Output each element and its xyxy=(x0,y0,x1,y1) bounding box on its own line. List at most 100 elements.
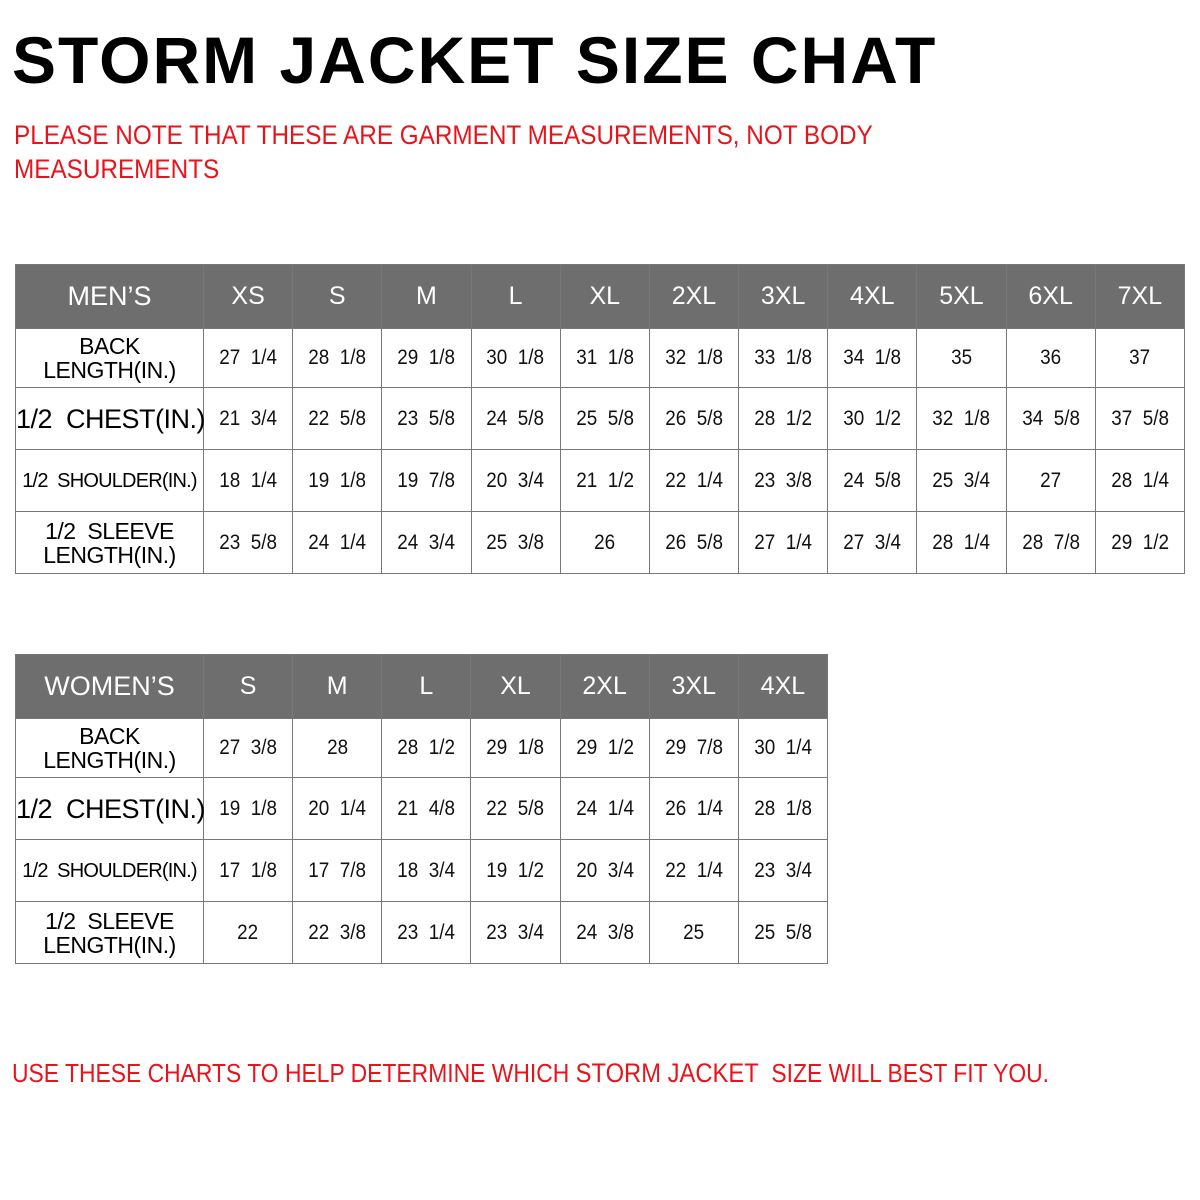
measurement-value: 20 1/4 xyxy=(308,796,367,820)
measurement-value: 28 1/8 xyxy=(754,796,812,820)
measurement-value: 26 1/4 xyxy=(664,796,723,820)
measurement-cell: 29 1/2 xyxy=(559,718,650,778)
measurement-cell: 24 1/4 xyxy=(292,511,383,574)
measurement-value: 23 3/4 xyxy=(486,920,545,944)
measurement-cell: 19 1/8 xyxy=(202,777,294,840)
measurement-label: 1/2 SHOULDER(IN.) xyxy=(15,839,204,902)
table-row: 1/2 SLEEVE LENGTH(IN.) 23 5/8 24 1/4 24 3/4 2… xyxy=(15,511,1186,574)
size-header: L xyxy=(381,654,472,719)
table-row: 1/2 CHEST(IN.) 21 3/4 22 5/8 23 5/8 24 5/8 25… xyxy=(15,387,1186,450)
measurement-label: 1/2 SHOULDER(IN.) xyxy=(15,449,204,512)
measurement-cell: 33 1/8 xyxy=(738,328,829,388)
table-row: 1/2 SLEEVE LENGTH(IN.) 22 22 3/8 23 1/4 23 3/… xyxy=(15,901,829,964)
measurement-value: 25 xyxy=(683,920,705,944)
measurement-value: 22 1/4 xyxy=(665,468,723,492)
measurement-value: 24 3/8 xyxy=(575,920,634,944)
measurement-value: 24 1/4 xyxy=(308,530,367,554)
measurement-value: 24 5/8 xyxy=(486,406,545,430)
measurement-value: 29 7/8 xyxy=(664,736,723,759)
measurement-value: 24 5/8 xyxy=(843,468,902,492)
size-header: 2XL xyxy=(559,654,650,719)
size-header: M xyxy=(292,654,383,719)
measurement-value: 23 1/4 xyxy=(397,920,456,944)
measurement-cell: 23 3/4 xyxy=(737,839,829,902)
measurement-cell: 26 5/8 xyxy=(648,511,740,574)
measurement-cell: 34 5/8 xyxy=(1005,387,1096,450)
size-header: 2XL xyxy=(648,264,740,329)
measurement-cell: 17 7/8 xyxy=(292,839,383,902)
measurement-value: 20 3/4 xyxy=(575,858,634,882)
measurement-value: 32 1/8 xyxy=(665,346,723,369)
label-line: LENGTH(IN.) xyxy=(43,357,176,383)
measurement-value: 25 3/4 xyxy=(932,468,991,492)
size-header: 4XL xyxy=(737,654,829,719)
size-header: XL xyxy=(559,264,650,329)
measurement-cell: 31 1/8 xyxy=(559,328,650,388)
size-header: S xyxy=(202,654,294,719)
measurement-value: 25 5/8 xyxy=(575,406,634,430)
measurement-value: 31 1/8 xyxy=(575,346,634,369)
label-line: 1/2 SLEEVE xyxy=(45,907,174,934)
size-header: 7XL xyxy=(1094,264,1186,329)
measurement-value: 19 1/2 xyxy=(486,858,545,882)
table-label-header: MEN’S xyxy=(15,264,204,329)
measurement-cell: 21 1/2 xyxy=(559,449,650,512)
mens-size-table: MEN’S XS S M L XL 2XL 3XL 4XL 5XL 6XL 7XL BACK LENGTH… xyxy=(15,264,1186,574)
measurement-value: 23 5/8 xyxy=(397,406,456,430)
measurement-cell: 26 xyxy=(559,511,650,574)
measurement-value: 28 xyxy=(326,736,348,759)
measurement-cell: 24 5/8 xyxy=(827,449,918,512)
label-line: BACK xyxy=(79,333,140,359)
measurement-cell: 23 3/8 xyxy=(738,449,829,512)
measurement-value: 20 3/4 xyxy=(486,468,545,492)
measurement-value: 17 1/8 xyxy=(219,858,277,882)
measurement-cell: 30 1/8 xyxy=(470,328,561,388)
size-header: XS xyxy=(202,264,294,329)
measurement-cell: 28 1/2 xyxy=(381,718,472,778)
measurement-value: 28 1/8 xyxy=(308,346,367,369)
measurement-value: 28 1/4 xyxy=(932,530,991,554)
measurement-value: 30 1/4 xyxy=(754,736,812,759)
measurement-cell: 25 3/8 xyxy=(470,511,561,574)
measurement-cell: 22 5/8 xyxy=(292,387,383,450)
table-row: BACK LENGTH(IN.) 27 3/8 28 28 1/2 29 1/8 29 1/… xyxy=(15,718,829,778)
measurement-value: 26 5/8 xyxy=(665,530,723,554)
measurement-cell: 23 1/4 xyxy=(381,901,472,964)
measurement-value: 17 7/8 xyxy=(308,858,367,882)
footer-highlight: STORM JACKET xyxy=(575,1058,759,1088)
measurement-value: 24 3/4 xyxy=(397,530,456,554)
size-header: 3XL xyxy=(738,264,829,329)
measurement-cell: 23 3/4 xyxy=(470,901,561,964)
measurement-cell: 24 3/4 xyxy=(381,511,472,574)
measurement-value: 27 1/4 xyxy=(754,530,813,554)
measurement-cell: 19 7/8 xyxy=(381,449,472,512)
measurement-value: 34 1/8 xyxy=(843,346,902,369)
measurement-label: 1/2 CHEST(IN.) xyxy=(15,387,206,450)
measurement-value: 35 xyxy=(950,346,972,369)
label-line: 1/2 SHOULDER(IN.) xyxy=(22,859,197,882)
measurement-value: 34 5/8 xyxy=(1021,406,1080,430)
garment-note: PLEASE NOTE THAT THESE ARE GARMENT MEASU… xyxy=(14,118,974,186)
measurement-cell: 22 5/8 xyxy=(470,777,561,840)
measurement-cell: 21 3/4 xyxy=(202,387,294,450)
measurement-value: 25 5/8 xyxy=(754,920,812,944)
label-line: 1/2 CHEST(IN.) xyxy=(16,403,206,434)
size-header: XL xyxy=(470,654,561,719)
footer-note: USE THESE CHARTS TO HELP DETERMINE WHICH… xyxy=(12,1058,1190,1089)
measurement-cell: 37 5/8 xyxy=(1094,387,1186,450)
measurement-value: 33 1/8 xyxy=(754,346,813,369)
measurement-cell: 28 xyxy=(292,718,383,778)
measurement-value: 27 xyxy=(1040,468,1062,492)
measurement-cell: 28 1/8 xyxy=(292,328,383,388)
measurement-value: 37 xyxy=(1129,346,1151,369)
table-row: 1/2 SHOULDER(IN.) 17 1/8 17 7/8 18 3/4 19 1/… xyxy=(15,839,829,902)
label-line: 1/2 SLEEVE xyxy=(45,517,174,544)
measurement-value: 37 5/8 xyxy=(1110,406,1169,430)
measurement-cell: 25 5/8 xyxy=(737,901,829,964)
measurement-cell: 19 1/8 xyxy=(292,449,383,512)
measurement-value: 22 5/8 xyxy=(308,406,367,430)
measurement-value: 30 1/8 xyxy=(486,346,545,369)
measurement-cell: 28 7/8 xyxy=(1005,511,1096,574)
measurement-cell: 22 xyxy=(202,901,294,964)
measurement-value: 32 1/8 xyxy=(932,406,991,430)
